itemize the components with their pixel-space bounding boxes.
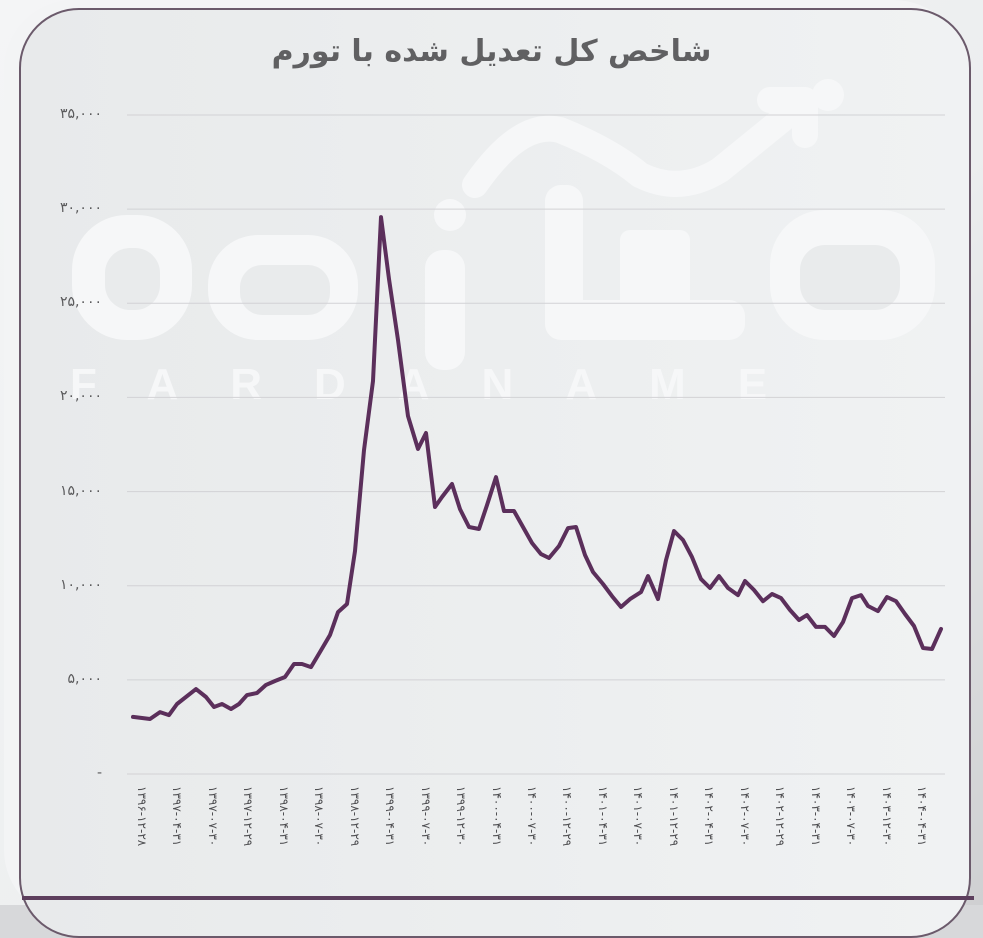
gridlines [127, 114, 945, 775]
x-tick-label: ۱۳۹۹-۰۷-۳۰ [418, 786, 433, 847]
x-tick-label: ۱۴۰۲-۰۷-۳۰ [737, 786, 752, 847]
x-tick-label: ۱۴۰۲-۱۲-۲۹ [773, 786, 788, 847]
series-line [131, 215, 943, 721]
y-tick-label: ۱۵,۰۰۰ [59, 482, 102, 499]
y-tick-label: ۳۵,۰۰۰ [59, 106, 102, 122]
bottom-accent-bar [22, 896, 974, 900]
y-tick-label: ۲۵,۰۰۰ [59, 294, 102, 311]
x-tick-label: ۱۳۹۶-۱۲-۲۸ [135, 786, 149, 847]
line-chart [127, 114, 945, 775]
x-tick-label: ۱۳۹۸-۱۲-۲۹ [347, 786, 362, 847]
x-tick-label: ۱۴۰۲-۰۴-۳۱ [702, 786, 717, 847]
x-tick-label: ۱۴۰۰-۱۲-۲۹ [560, 786, 575, 847]
chart-title: شاخص کل تعدیل شده با تورم [271, 34, 712, 69]
x-tick-label: ۱۴۰۳-۰۷-۳۰ [844, 786, 859, 847]
y-tick-label: ۲۰,۰۰۰ [59, 388, 102, 405]
x-tick-label: ۱۳۹۸-۰۷-۳۰ [312, 786, 327, 847]
x-tick-label: ۱۳۹۸-۰۴-۳۱ [276, 786, 291, 847]
x-tick-label: ۱۳۹۹-۰۴-۳۱ [383, 786, 398, 847]
x-tick-label: ۱۴۰۱-۰۴-۳۱ [595, 786, 610, 847]
x-tick-label: ۱۳۹۷-۱۲-۲۹ [241, 786, 256, 847]
y-tick-label: ۱۰,۰۰۰ [59, 576, 102, 593]
x-tick-label: ۱۳۹۹-۱۲-۳۰ [454, 786, 469, 847]
x-tick-label: ۱۳۹۷-۰۴-۳۱ [170, 786, 185, 847]
y-tick-label: ۳۰,۰۰۰ [59, 200, 102, 217]
x-tick-label: ۱۴۰۳-۱۲-۳۰ [879, 786, 894, 847]
x-tick-label: ۱۴۰۰-۰۴-۳۱ [489, 786, 504, 847]
y-tick-label: - [96, 765, 102, 781]
x-tick-label: ۱۴۰۱-۰۷-۳۰ [631, 786, 646, 847]
x-tick-label: ۱۴۰۳-۰۴-۳۱ [808, 786, 823, 847]
x-tick-label: ۱۳۹۷-۰۷-۳۰ [205, 786, 220, 847]
x-tick-label: ۱۴۰۰-۰۷-۳۰ [525, 786, 539, 847]
x-tick-label: ۱۴۰۴-۰۴-۳۱ [915, 786, 929, 847]
y-tick-label: ۵,۰۰۰ [67, 670, 102, 687]
x-tick-label: ۱۴۰۱-۱۲-۲۹ [666, 786, 681, 847]
